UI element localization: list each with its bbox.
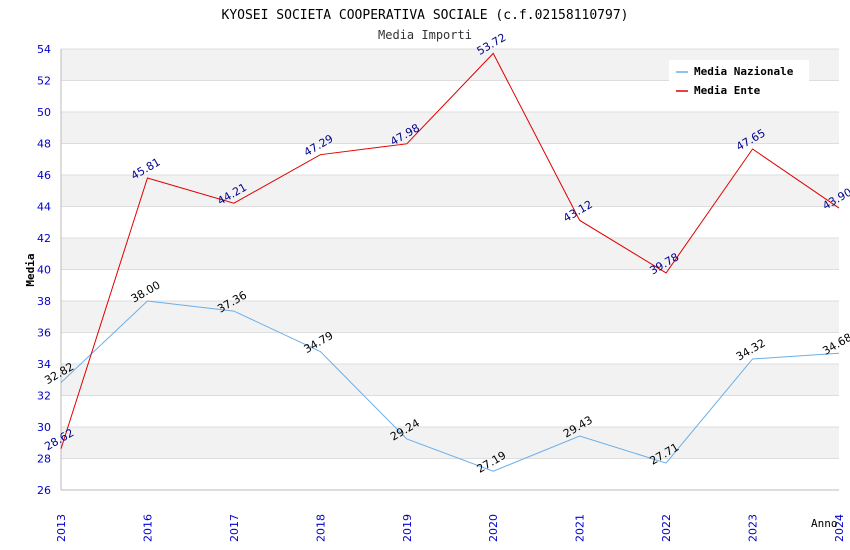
y-tick-label: 30 [37,421,51,434]
y-tick-labels: 26 28 30 32 34 36 38 40 42 44 46 48 50 52 54 [37,43,51,497]
series-line-media-ente [60,52,840,449]
grid-band [61,238,839,270]
x-tick-label: 2016 [141,514,154,542]
y-tick-label: 26 [37,484,51,497]
y-tick-label: 32 [37,390,51,403]
grid-band [61,143,839,175]
legend-label-nazionale: Media Nazionale [694,65,794,78]
y-tick-label: 46 [37,169,51,182]
y-tick-label: 36 [37,327,51,340]
x-tick-label: 2019 [401,514,414,542]
y-tick-label: 42 [37,232,51,245]
x-tick-labels: 2013 2016 2017 2018 2019 2020 2021 2022 2023 2024 [55,514,846,542]
legend: Media Nazionale Media Ente [669,60,809,102]
x-tick-label: 2018 [314,514,327,542]
grid-lines [61,48,839,491]
grid-bands [61,49,839,490]
grid-band [61,206,839,238]
y-tick-label: 28 [37,453,51,466]
x-tick-label: 2017 [228,514,241,542]
grid-band [61,458,839,490]
legend-box [669,60,809,102]
x-tick-label: 2023 [747,514,760,542]
grid-band [61,175,839,207]
y-tick-label: 34 [37,358,51,371]
grid-band [61,332,839,364]
x-tick-label: 2024 [833,514,846,542]
grid-band [61,364,839,396]
x-tick-label: 2020 [487,514,500,542]
grid-band [61,112,839,144]
y-tick-label: 52 [37,75,51,88]
chart-title: KYOSEI SOCIETA COOPERATIVA SOCIALE (c.f.… [222,8,629,23]
y-tick-label: 54 [37,43,51,56]
y-tick-label: 48 [37,138,51,151]
y-axis-label: Media [24,253,37,286]
x-axis-label: Anno [811,517,838,530]
chart-subtitle: Media Importi [378,28,472,42]
x-tick-label: 2022 [660,514,673,542]
y-tick-label: 50 [37,106,51,119]
series-lines [60,52,840,472]
axes [60,49,839,491]
legend-label-ente: Media Ente [694,84,761,97]
y-tick-label: 40 [37,264,51,277]
y-tick-label: 38 [37,295,51,308]
grid-band [61,301,839,333]
series-line-media-nazionale [60,300,840,472]
grid-band [61,269,839,301]
x-tick-label: 2021 [574,514,587,542]
x-tick-label: 2013 [55,514,68,542]
y-tick-label: 44 [37,201,51,214]
grid-band [61,395,839,427]
grid-band [61,427,839,459]
